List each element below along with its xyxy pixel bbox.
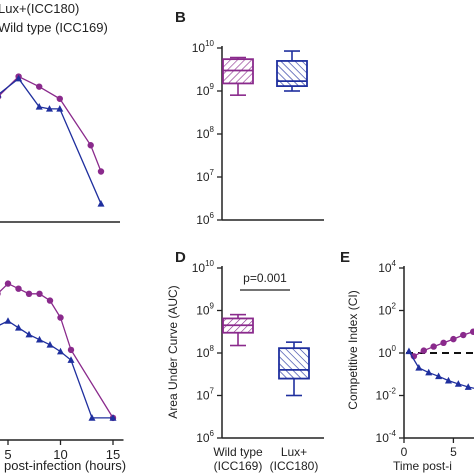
- panel-e-series-0-point: [440, 339, 447, 347]
- panel-a-series-1-point: [97, 200, 105, 207]
- panel-a-series-0-point: [36, 83, 43, 90]
- panel-a-series-1-point: [56, 105, 64, 112]
- panel-e-series-0-point: [469, 328, 474, 335]
- panel-d-y-tick-label: 109: [196, 302, 214, 318]
- panel-c-series-1-point: [67, 356, 75, 363]
- panel-c-x-tick-label: 15: [106, 447, 120, 462]
- panel-e-y-tick-label: 104: [378, 259, 396, 275]
- panel-e-series-0-point: [450, 335, 457, 343]
- panel-d-y-tick-label: 106: [196, 429, 214, 445]
- panel-c-series-1-line: [0, 320, 113, 419]
- panel-e-series-1-point: [454, 380, 462, 387]
- panel-b-y-tick-label: 106: [196, 211, 214, 227]
- panel-c-series-1-point: [88, 414, 96, 421]
- panel-c-series-0-point: [0, 291, 1, 296]
- panel-e-series-0-point: [430, 343, 437, 350]
- legend-lux-label: Lux+(ICC180): [0, 1, 79, 16]
- panel-c-line-chart: post-infection (hours) 5 10 15: [0, 280, 126, 473]
- panel-d-box-plot: D Area Under Curve (AUC) p=0.001 106 107 1…: [166, 249, 324, 473]
- panel-c-x-axis-title: post-infection (hours): [4, 458, 126, 473]
- panel-b-letter: B: [175, 9, 186, 26]
- panel-c-series-1-point: [25, 330, 33, 338]
- panel-d-y-tick-label: 107: [196, 387, 214, 403]
- panel-c-series-0-point: [46, 297, 54, 304]
- panel-d-category-label: Lux+: [281, 445, 307, 459]
- panel-e-series-1-point: [405, 347, 413, 355]
- panel-a-series-0-point: [56, 95, 63, 102]
- panel-c-x-tick-label: 5: [4, 447, 11, 462]
- panel-e-series-1-point: [415, 364, 423, 371]
- panel-d-letter: D: [175, 249, 186, 266]
- p-value-label: p=0.001: [243, 271, 287, 285]
- panel-b-box-1-iqr: [276, 60, 308, 88]
- panel-a-series-1-point: [15, 74, 23, 82]
- panel-c-series-0-line: [0, 282, 114, 419]
- panel-d-y-axis-title: Area Under Curve (AUC): [166, 285, 180, 418]
- panel-d-box-1-iqr: [278, 347, 310, 380]
- panel-c-series-1-point: [46, 341, 54, 348]
- panel-c-series-0-point: [15, 285, 22, 292]
- panel-c-series-0-point: [67, 346, 75, 354]
- panel-c-series-1-point: [15, 324, 22, 331]
- panel-e-y-tick-label: 102: [378, 302, 396, 318]
- panel-e-x-tick-label: 0: [401, 445, 408, 459]
- panel-c-series-0-point: [4, 280, 12, 287]
- legend: Lux+(ICC180) Wild type (ICC169): [0, 1, 108, 35]
- panel-c-series-0-point: [36, 290, 43, 297]
- panel-e-series-1-point: [464, 383, 472, 390]
- panel-e-y-tick-label: 10-2: [376, 387, 397, 403]
- panel-a-series-1-line: [0, 77, 102, 205]
- legend-wild-type-label: Wild type (ICC169): [0, 20, 108, 35]
- panel-a-series-0-point: [87, 142, 94, 149]
- panel-d-category-label: (ICC169): [214, 459, 263, 473]
- panel-c-x-tick-label: 10: [53, 447, 67, 462]
- panel-e-series-1-point: [425, 368, 433, 376]
- panel-b-y-tick-label: 108: [196, 125, 214, 141]
- panel-b-y-tick-label: 109: [196, 82, 214, 98]
- panel-a-series-1-point: [46, 105, 53, 112]
- panel-c-series-1-point: [109, 414, 117, 421]
- panel-a-series-1-point: [35, 103, 43, 110]
- panel-d-y-tick-label: 108: [196, 344, 214, 360]
- panel-c-series-1-point: [36, 335, 43, 343]
- panel-c-series-1-point: [4, 317, 12, 324]
- panel-b-box-plot: B 106 107 108 109 1010: [175, 9, 324, 227]
- panel-d-category-label: (ICC180): [270, 459, 319, 473]
- panel-e-series-0-point: [420, 347, 427, 354]
- panel-e-letter: E: [340, 249, 350, 266]
- panel-a-series-0-point: [97, 168, 105, 175]
- panel-e-line-chart: E Competitive Index (CI) Time post-i 10-…: [340, 249, 474, 473]
- panel-e-series-1-point: [435, 372, 443, 380]
- panel-e-series-1-point: [444, 376, 452, 384]
- panel-a-line-chart: [0, 73, 120, 223]
- panel-a-series-0-line: [0, 75, 102, 172]
- panel-b-y-tick-label: 107: [196, 168, 214, 184]
- panel-c-series-0-point: [25, 290, 33, 297]
- panel-d-category-label: Wild type: [213, 445, 263, 459]
- panel-c-series-0-point: [57, 314, 64, 321]
- panel-e-series-0-point: [460, 331, 467, 339]
- panel-e-y-tick-label: 100: [378, 344, 396, 360]
- panel-d-y-tick-label: 1010: [192, 259, 215, 275]
- panel-e-x-tick-label: 5: [450, 445, 457, 459]
- panel-c-series-1-point: [57, 347, 64, 355]
- panel-b-y-tick-label: 1010: [192, 39, 215, 55]
- panel-a-series-1-point: [0, 94, 2, 98]
- panel-e-x-axis-title: Time post-i: [393, 459, 452, 473]
- panel-e-y-axis-title: Competitive Index (CI): [346, 290, 360, 409]
- panel-e-y-tick-label: 10-4: [376, 429, 397, 445]
